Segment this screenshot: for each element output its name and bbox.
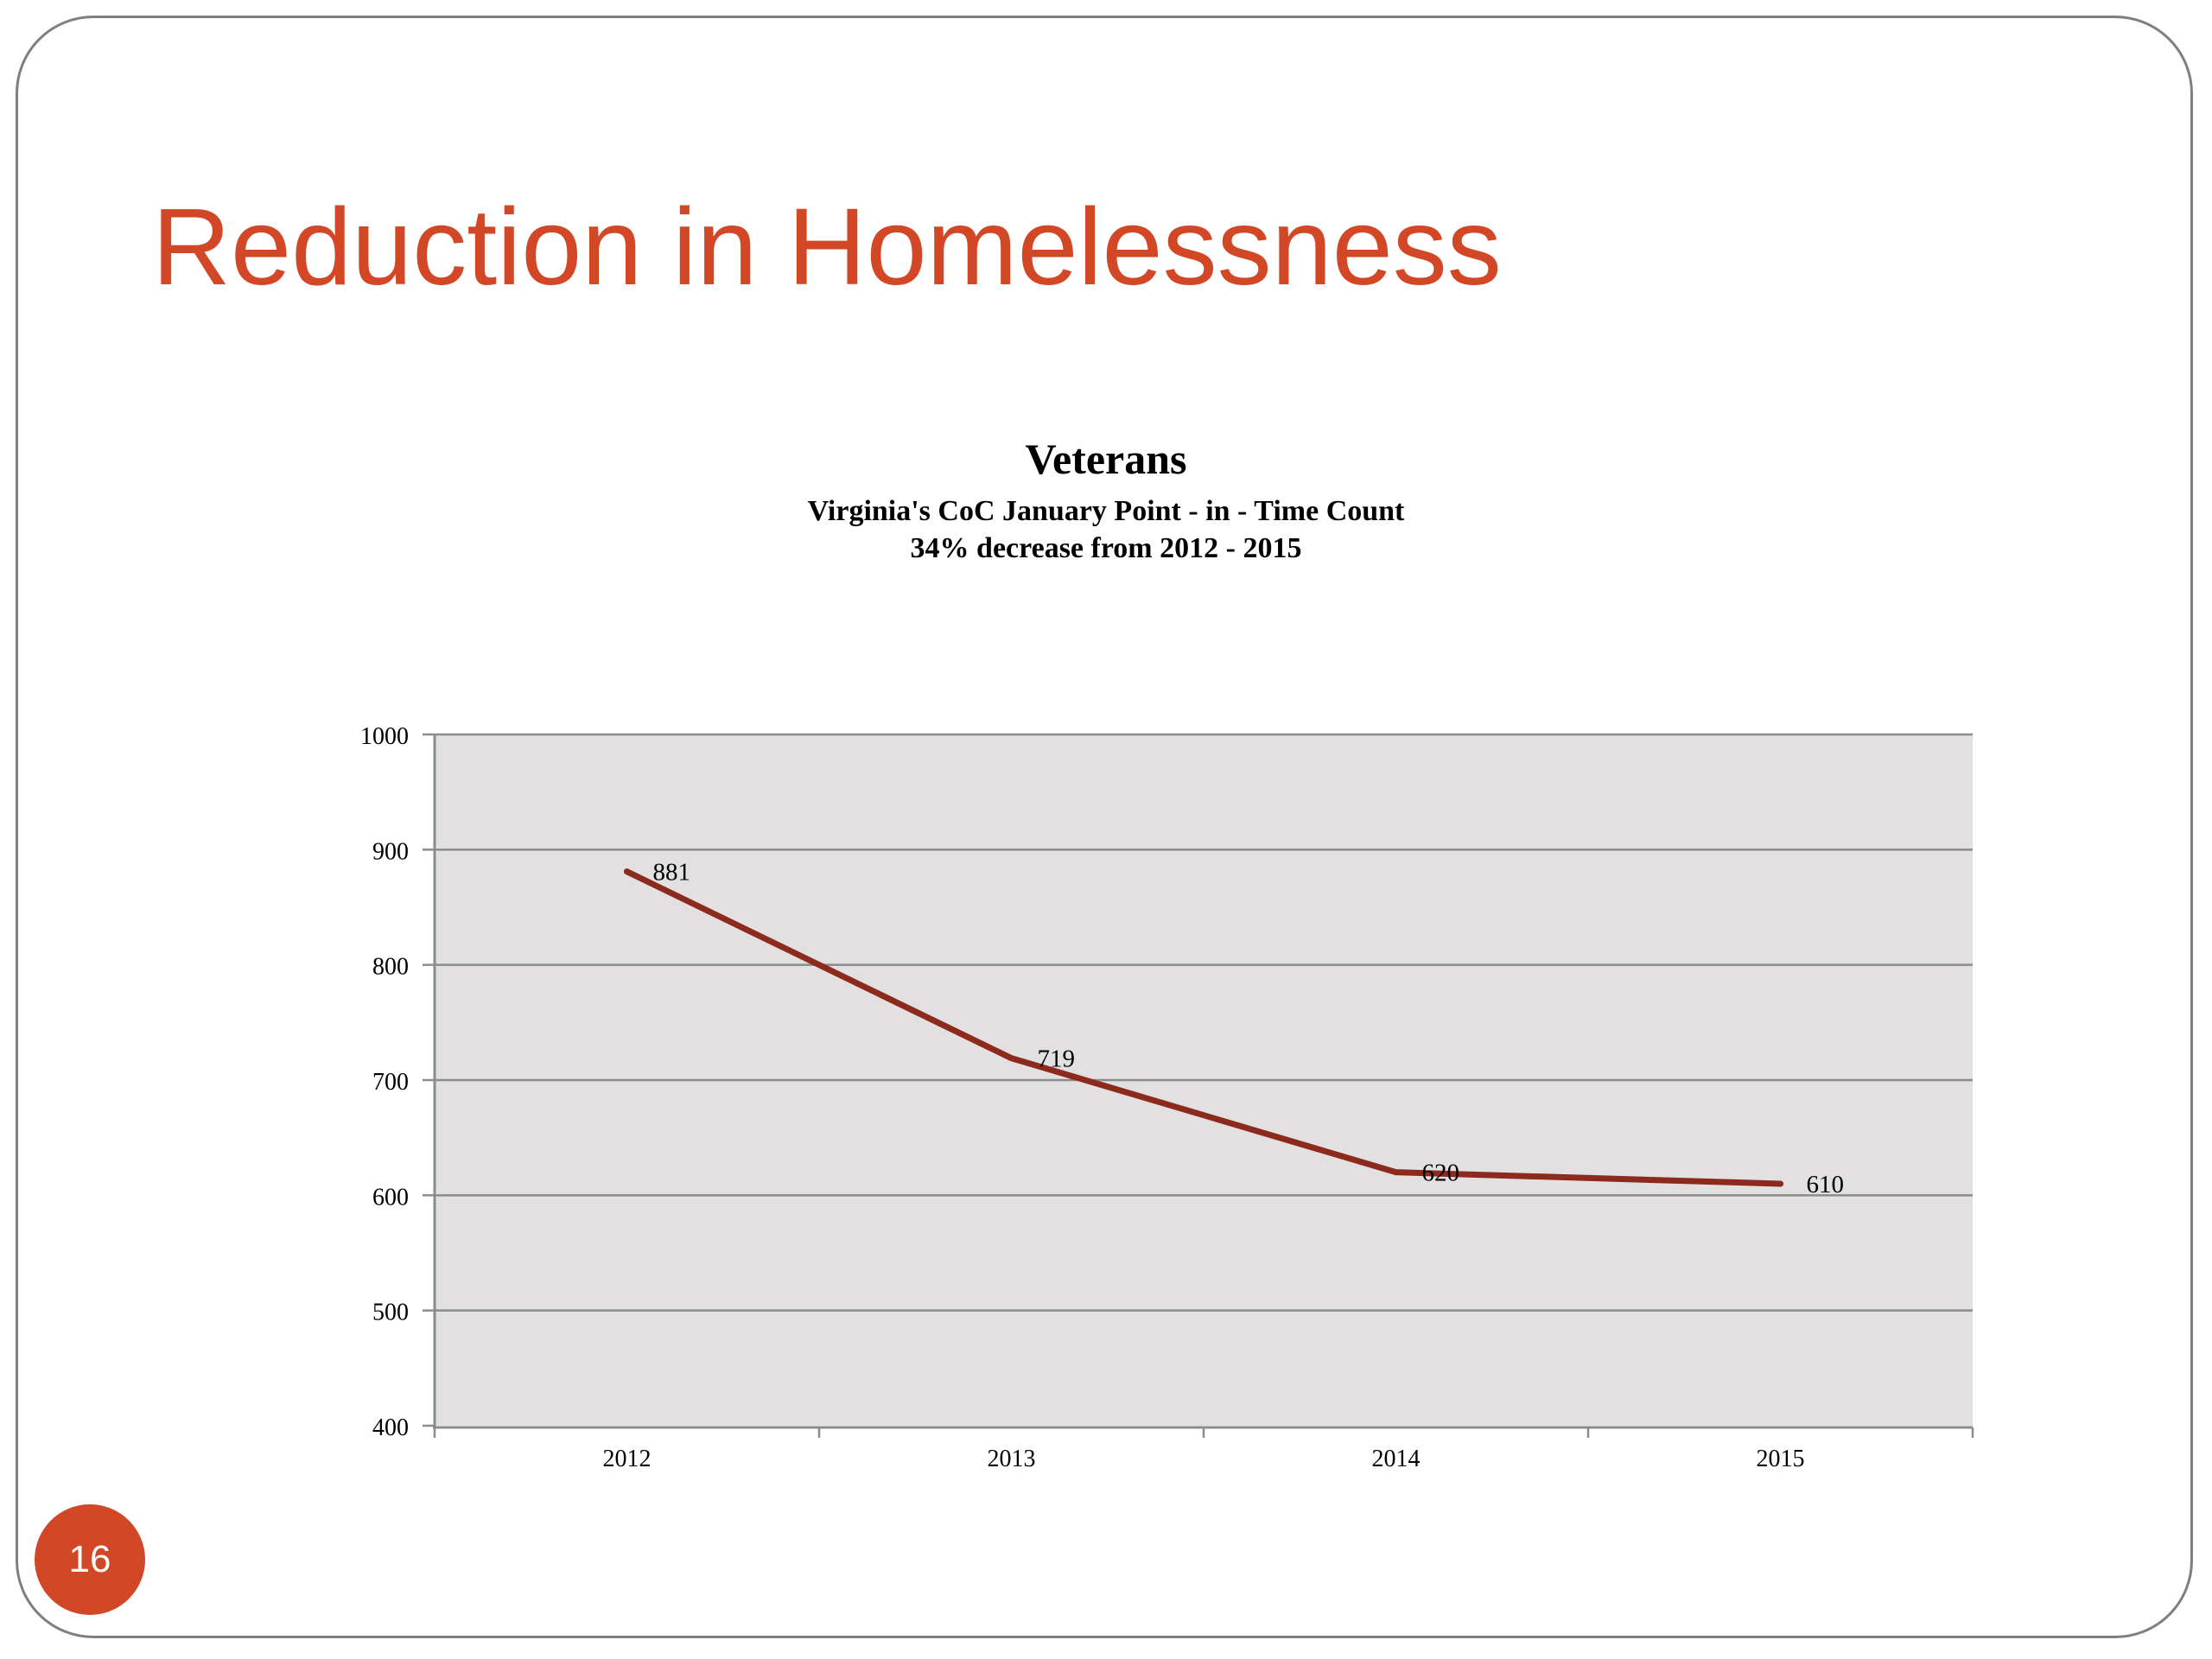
y-tick-label: 700 xyxy=(372,1069,409,1096)
data-point xyxy=(1393,1169,1399,1176)
data-point xyxy=(1008,1055,1014,1062)
y-tick-label: 600 xyxy=(372,1184,409,1211)
y-tick-label: 800 xyxy=(372,954,409,981)
x-tick-label: 2013 xyxy=(988,1446,1036,1472)
chart-subtitle-line-1: Virginia's CoC January Point - in - Time… xyxy=(808,495,1405,527)
y-tick-label: 500 xyxy=(372,1300,409,1326)
data-label: 610 xyxy=(1807,1171,1845,1198)
chart-titles: Veterans Virginia's CoC January Point - … xyxy=(808,435,1405,564)
slide-title: Reduction in Homelessness xyxy=(152,186,1502,308)
x-axis-tick-labels: 2012 2013 2014 2015 xyxy=(603,1446,1805,1472)
page-number: 16 xyxy=(68,1538,111,1580)
data-label: 881 xyxy=(653,859,691,887)
series-group xyxy=(624,868,1783,1187)
data-point xyxy=(1777,1180,1783,1187)
data-label: 719 xyxy=(1038,1046,1076,1073)
data-point xyxy=(624,868,630,875)
chart-subtitle-line-2: 34% decrease from 2012 - 2015 xyxy=(911,532,1302,564)
data-label: 620 xyxy=(1422,1160,1460,1187)
chart-title: Veterans xyxy=(1025,435,1186,483)
y-axis-tick-labels: 400 500 600 700 800 900 1000 xyxy=(360,723,409,1441)
series-line xyxy=(624,868,1783,1187)
data-labels: 881 719 620 610 xyxy=(653,859,1845,1198)
page-number-badge: 16 xyxy=(35,1504,145,1615)
x-tick-label: 2014 xyxy=(1372,1446,1421,1472)
x-tick-label: 2015 xyxy=(1757,1446,1805,1472)
y-tick-label: 900 xyxy=(372,838,409,865)
gridlines xyxy=(435,733,1973,1312)
y-tick-label: 1000 xyxy=(360,723,409,750)
axes xyxy=(423,733,1974,1438)
x-tick-label: 2012 xyxy=(603,1446,652,1472)
y-tick-label: 400 xyxy=(372,1414,409,1441)
